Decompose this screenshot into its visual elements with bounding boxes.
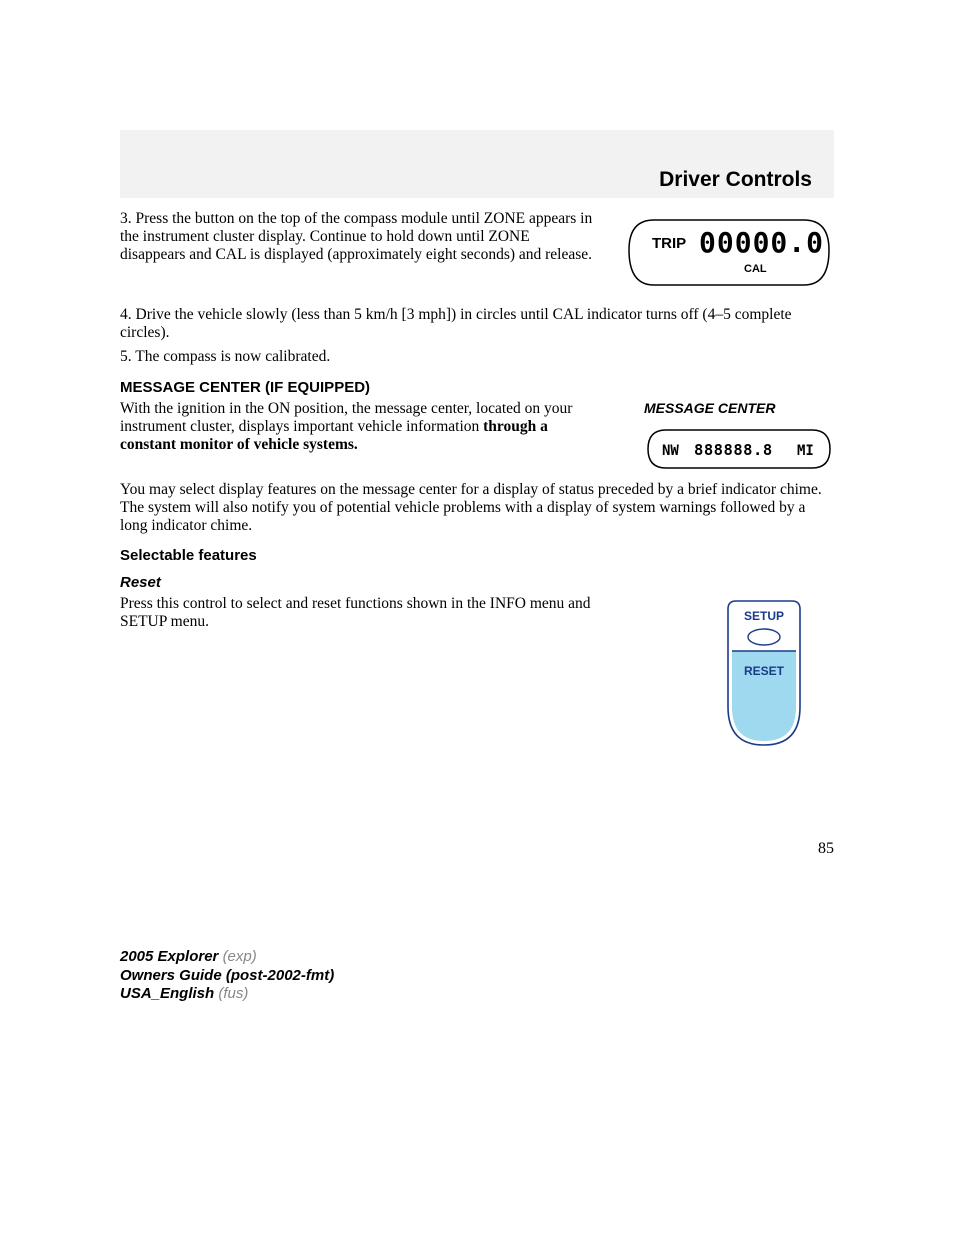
footer-l1a: 2005 Explorer — [120, 948, 223, 965]
footer-l3b: (fus) — [218, 985, 248, 1002]
manual-page: Driver Controls 3. Press the button on t… — [0, 0, 954, 1064]
mc-unit: MI — [797, 443, 814, 459]
message-center-row: With the ignition in the ON position, th… — [120, 400, 834, 477]
message-center-display-icon: NW 888888.8 MI — [644, 422, 834, 477]
footer-l1b: (exp) — [223, 948, 257, 965]
setup-reset-button-icon: SETUP RESET — [724, 595, 804, 750]
footer-line-1: 2005 Explorer (exp) — [120, 948, 834, 967]
selectable-features-heading: Selectable features — [120, 547, 834, 564]
message-center-fig-label: MESSAGE CENTER — [644, 400, 834, 416]
page-title: Driver Controls — [659, 168, 812, 192]
footer-l3a: USA_English — [120, 985, 218, 1002]
reset-text: Press this control to select and reset f… — [120, 595, 634, 631]
step-3-text: 3. Press the button on the top of the co… — [120, 210, 594, 263]
trip-value: 00000.0 — [699, 226, 824, 259]
cal-label: CAL — [744, 263, 767, 275]
setup-label: SETUP — [744, 609, 784, 623]
reset-heading: Reset — [120, 574, 834, 591]
header-bar: Driver Controls — [120, 130, 834, 198]
reset-button-figure: SETUP RESET — [694, 595, 834, 750]
message-center-text-col: With the ignition in the ON position, th… — [120, 400, 594, 453]
page-number: 85 — [120, 840, 834, 858]
mc-value: 888888.8 — [694, 441, 773, 459]
message-center-heading: MESSAGE CENTER (IF EQUIPPED) — [120, 379, 834, 396]
footer-line-3: USA_English (fus) — [120, 985, 834, 1004]
step-4-text: 4. Drive the vehicle slowly (less than 5… — [120, 306, 834, 342]
reset-label: RESET — [744, 664, 785, 678]
mc-direction: NW — [662, 443, 679, 459]
trip-label: TRIP — [652, 235, 686, 252]
footer-block: 2005 Explorer (exp) Owners Guide (post-2… — [120, 948, 834, 1004]
reset-row: Press this control to select and reset f… — [120, 595, 834, 750]
step-3-row: 3. Press the button on the top of the co… — [120, 210, 834, 300]
footer-line-2: Owners Guide (post-2002-fmt) — [120, 967, 834, 986]
trip-display-figure: TRIP 00000.0 CAL — [624, 210, 834, 300]
mc-para-continued: You may select display features on the m… — [120, 481, 834, 534]
message-center-figure: MESSAGE CENTER NW 888888.8 MI — [644, 400, 834, 477]
step-5-text: 5. The compass is now calibrated. — [120, 348, 834, 366]
trip-display-icon: TRIP 00000.0 CAL — [624, 210, 834, 300]
